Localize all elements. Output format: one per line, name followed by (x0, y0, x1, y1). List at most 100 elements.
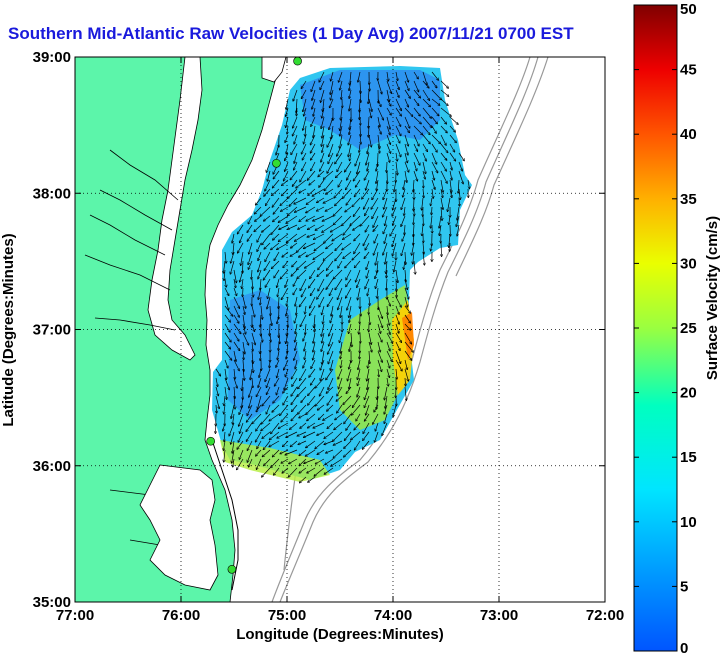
velocity-arrow (386, 89, 389, 102)
velocity-arrow (377, 134, 380, 149)
x-tick-label: 74:00 (374, 607, 412, 624)
velocity-arrow (360, 215, 370, 226)
velocity-arrow (331, 458, 343, 466)
velocity-arrow (440, 89, 449, 97)
velocity-arrow (377, 260, 378, 273)
colorbar (633, 4, 678, 652)
map-title: Southern Mid-Atlantic Raw Velocities (1 … (8, 24, 574, 43)
velocity-arrow (350, 215, 361, 226)
velocity-arrow (422, 80, 429, 88)
velocity-arrow (248, 260, 253, 270)
velocity-arrow (258, 260, 262, 272)
velocity-arrow (257, 395, 262, 409)
velocity-arrow (313, 251, 325, 260)
velocity-arrow (328, 377, 334, 390)
velocity-arrow (404, 368, 409, 381)
velocity-arrow (349, 98, 352, 111)
velocity-arrow (255, 431, 262, 442)
velocity-arrow (449, 134, 456, 143)
velocity-arrow (215, 422, 216, 434)
velocity-arrow (343, 233, 352, 240)
radar-site-marker (227, 564, 237, 574)
velocity-arrow (265, 197, 271, 206)
velocity-arrow (276, 359, 280, 368)
velocity-arrow (234, 395, 235, 409)
velocity-arrow (422, 143, 428, 152)
velocity-arrow (404, 305, 411, 313)
velocity-arrow (261, 413, 271, 424)
velocity-arrow (404, 332, 412, 344)
velocity-arrow (377, 98, 381, 107)
velocity-arrow (395, 332, 402, 343)
velocity-arrow (439, 215, 442, 228)
velocity-arrow (303, 431, 316, 438)
velocity-arrow (317, 431, 325, 435)
velocity-arrow (272, 188, 280, 196)
velocity-arrow (441, 242, 442, 257)
velocity-arrow (326, 278, 334, 290)
velocity-arrow (354, 233, 361, 241)
velocity-arrow (321, 323, 325, 336)
velocity-arrow (224, 368, 227, 380)
velocity-arrow (315, 440, 325, 449)
velocity-arrow (413, 71, 418, 79)
velocity-arrow (395, 296, 401, 307)
velocity-arrow (458, 170, 463, 184)
velocity-arrow (457, 224, 460, 236)
velocity-arrow (431, 116, 438, 124)
velocity-arrow (322, 125, 325, 138)
velocity-arrow (280, 197, 289, 206)
velocity-arrow (377, 359, 382, 372)
velocity-arrow (256, 386, 262, 397)
velocity-arrow (334, 422, 343, 430)
velocity-arrow (313, 233, 325, 240)
velocity-arrow (251, 323, 255, 332)
velocity-arrow (377, 116, 380, 127)
velocity-arrow (338, 179, 343, 187)
velocity-arrow (251, 332, 255, 345)
velocity-arrow (405, 269, 406, 282)
velocity-arrow (366, 260, 370, 270)
velocity-arrow (294, 314, 298, 323)
velocity-arrow (304, 341, 307, 351)
velocity-arrow (279, 332, 280, 344)
velocity-arrow (367, 377, 370, 390)
velocity-arrow (372, 188, 379, 200)
velocity-arrow (231, 251, 235, 263)
velocity-arrow (449, 188, 452, 198)
velocity-arrow (386, 350, 392, 362)
velocity-arrow (348, 134, 352, 145)
velocity-arrow (386, 143, 391, 153)
velocity-arrow (404, 341, 413, 352)
velocity-arrow (413, 80, 419, 92)
velocity-arrow (233, 314, 239, 323)
velocity-arrow (376, 179, 379, 191)
velocity-arrow (254, 224, 262, 232)
velocity-arrow (294, 350, 298, 361)
velocity-arrow (357, 278, 361, 288)
velocity-arrow (291, 395, 298, 405)
velocity-arrow (239, 413, 244, 426)
velocity-arrow (307, 467, 316, 473)
velocity-arrow (335, 197, 343, 206)
velocity-arrow (305, 305, 306, 314)
velocity-arrow (386, 296, 390, 306)
y-axis-ticks: 35:00 36:00 37:00 38:00 39:00 (33, 49, 605, 611)
velocity-arrow (327, 395, 334, 405)
velocity-arrow (224, 359, 228, 368)
velocity-arrow (395, 269, 398, 283)
velocity-arrow (377, 350, 382, 363)
velocity-arrow (366, 269, 370, 278)
albemarle-sound (139, 464, 219, 591)
velocity-arrow (404, 296, 408, 307)
velocity-arrow (441, 206, 442, 221)
velocity-arrow (365, 278, 370, 289)
velocity-arrow (337, 386, 343, 396)
velocity-arrow (224, 296, 229, 310)
velocity-arrow (384, 413, 388, 424)
chesapeake-bay (147, 57, 203, 361)
velocity-arrow (299, 296, 307, 307)
velocity-arrow (237, 242, 244, 253)
velocity-arrow (326, 449, 334, 453)
velocity-arrow (348, 143, 352, 157)
